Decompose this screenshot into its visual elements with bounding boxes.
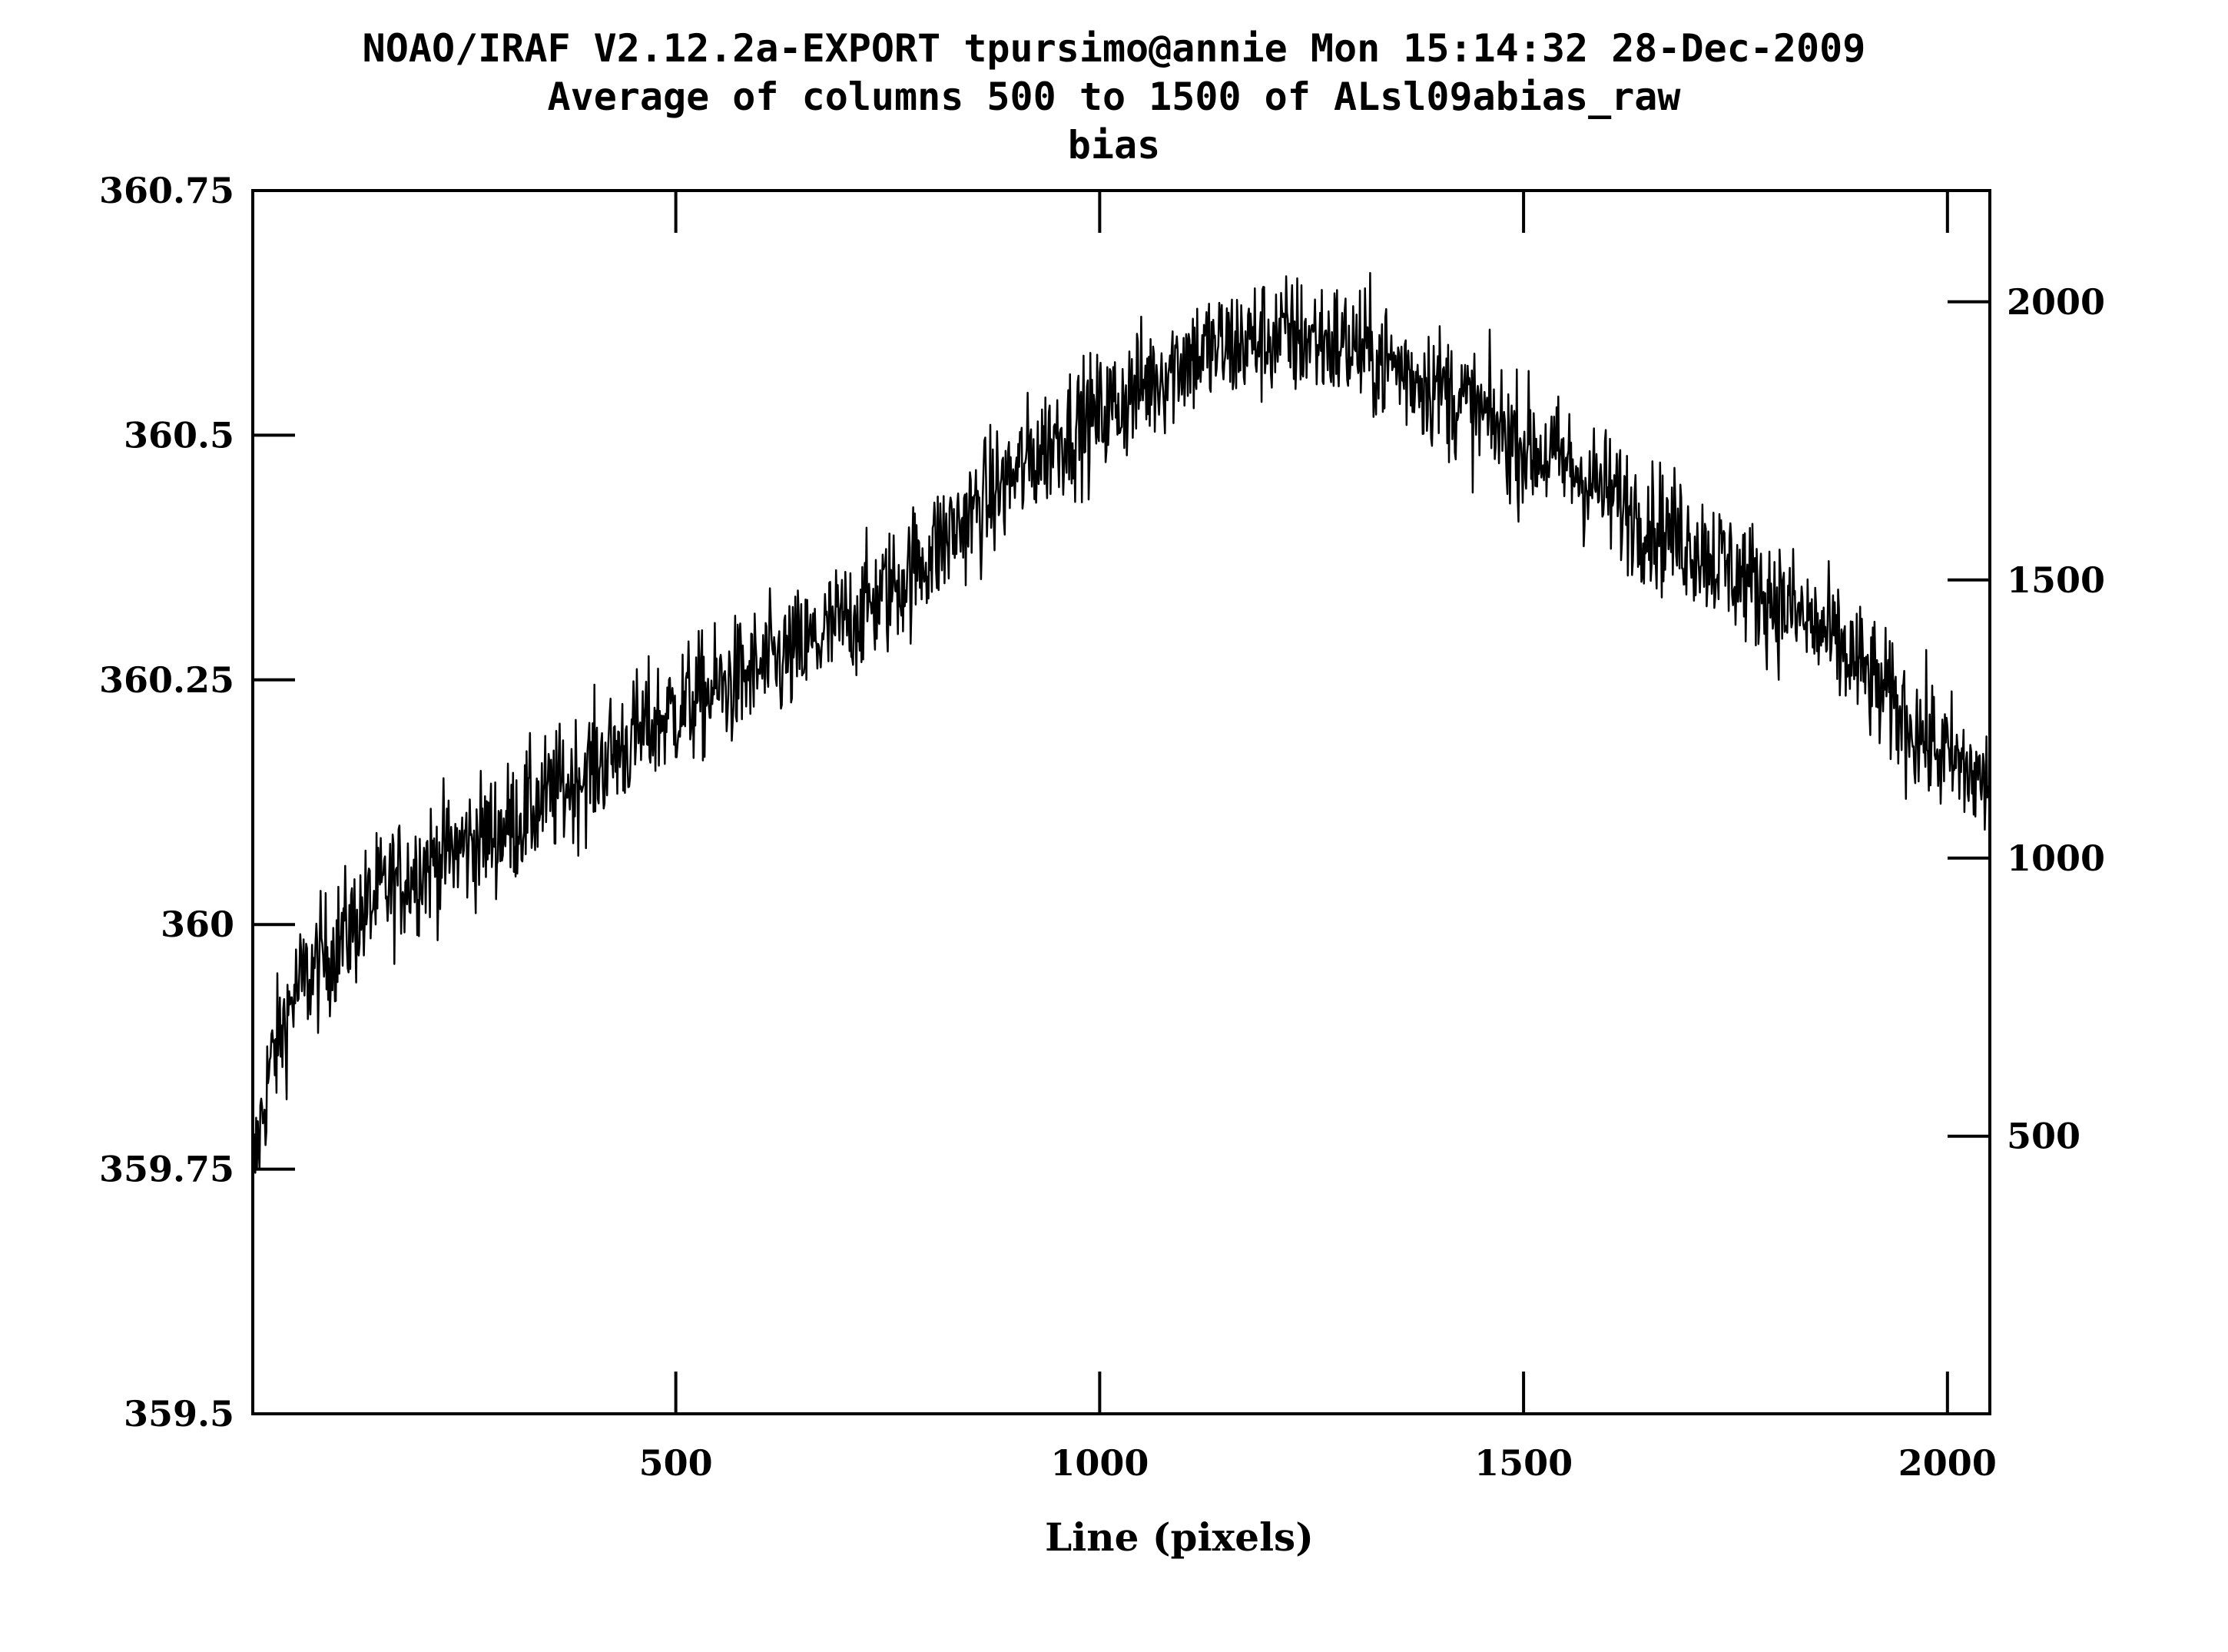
y-tick-label: 359.75: [99, 1149, 234, 1190]
right-tick-label: 1500: [2007, 559, 2105, 601]
x-tick-label: 2000: [1898, 1442, 1997, 1484]
y-tick-label: 360.75: [99, 170, 234, 211]
x-tick-label: 1000: [1050, 1442, 1149, 1484]
header-line-1: NOAO/IRAF V2.12.2a-EXPORT tpursimo@annie…: [363, 26, 1866, 71]
series-line: [251, 271, 1991, 1174]
y-tick-label: 360.25: [99, 659, 234, 701]
chart-subtitle: bias: [1068, 123, 1160, 168]
right-tick-label: 2000: [2007, 281, 2105, 323]
y-tick-label: 360.5: [124, 414, 234, 456]
x-axis-title: Line (pixels): [1045, 1514, 1314, 1560]
right-tick-label: 500: [2007, 1116, 2080, 1157]
chart-title: Average of columns 500 to 1500 of ALsl09…: [547, 75, 1681, 119]
y-tick-label: 359.5: [124, 1393, 234, 1435]
axis-tick-labels: 500 1000 1500 2000 359.5 359.75 360 360.25 360.5…: [99, 170, 2105, 1484]
x-tick-label: 1500: [1474, 1442, 1573, 1484]
plot-frame: [251, 189, 1991, 1415]
y-tick-label: 360: [161, 904, 234, 945]
x-tick-label: 500: [639, 1442, 713, 1484]
right-tick-label: 1000: [2007, 838, 2105, 879]
